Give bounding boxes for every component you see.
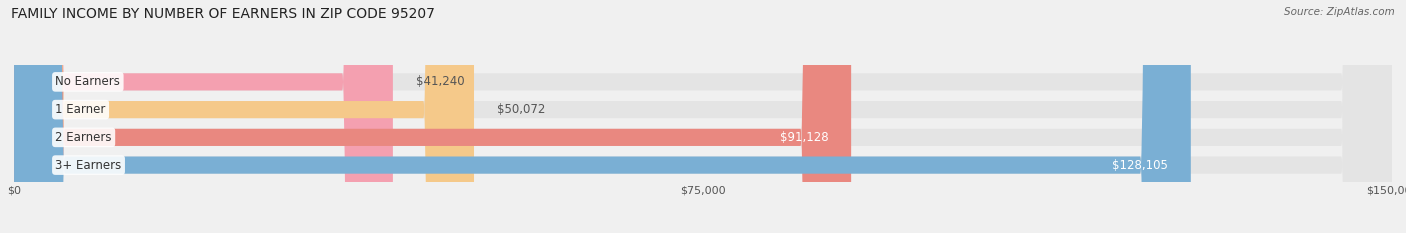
- FancyBboxPatch shape: [14, 0, 851, 233]
- FancyBboxPatch shape: [14, 0, 392, 233]
- FancyBboxPatch shape: [14, 0, 1392, 233]
- Text: $50,072: $50,072: [496, 103, 546, 116]
- FancyBboxPatch shape: [14, 0, 1392, 233]
- FancyBboxPatch shape: [14, 0, 1191, 233]
- FancyBboxPatch shape: [14, 0, 1392, 233]
- Text: 3+ Earners: 3+ Earners: [55, 159, 122, 171]
- Text: 1 Earner: 1 Earner: [55, 103, 105, 116]
- Text: $41,240: $41,240: [416, 75, 464, 88]
- FancyBboxPatch shape: [14, 0, 474, 233]
- Text: $128,105: $128,105: [1112, 159, 1168, 171]
- Text: Source: ZipAtlas.com: Source: ZipAtlas.com: [1284, 7, 1395, 17]
- Text: No Earners: No Earners: [55, 75, 121, 88]
- Text: $91,128: $91,128: [779, 131, 828, 144]
- Text: FAMILY INCOME BY NUMBER OF EARNERS IN ZIP CODE 95207: FAMILY INCOME BY NUMBER OF EARNERS IN ZI…: [11, 7, 434, 21]
- FancyBboxPatch shape: [14, 0, 1392, 233]
- Text: 2 Earners: 2 Earners: [55, 131, 112, 144]
